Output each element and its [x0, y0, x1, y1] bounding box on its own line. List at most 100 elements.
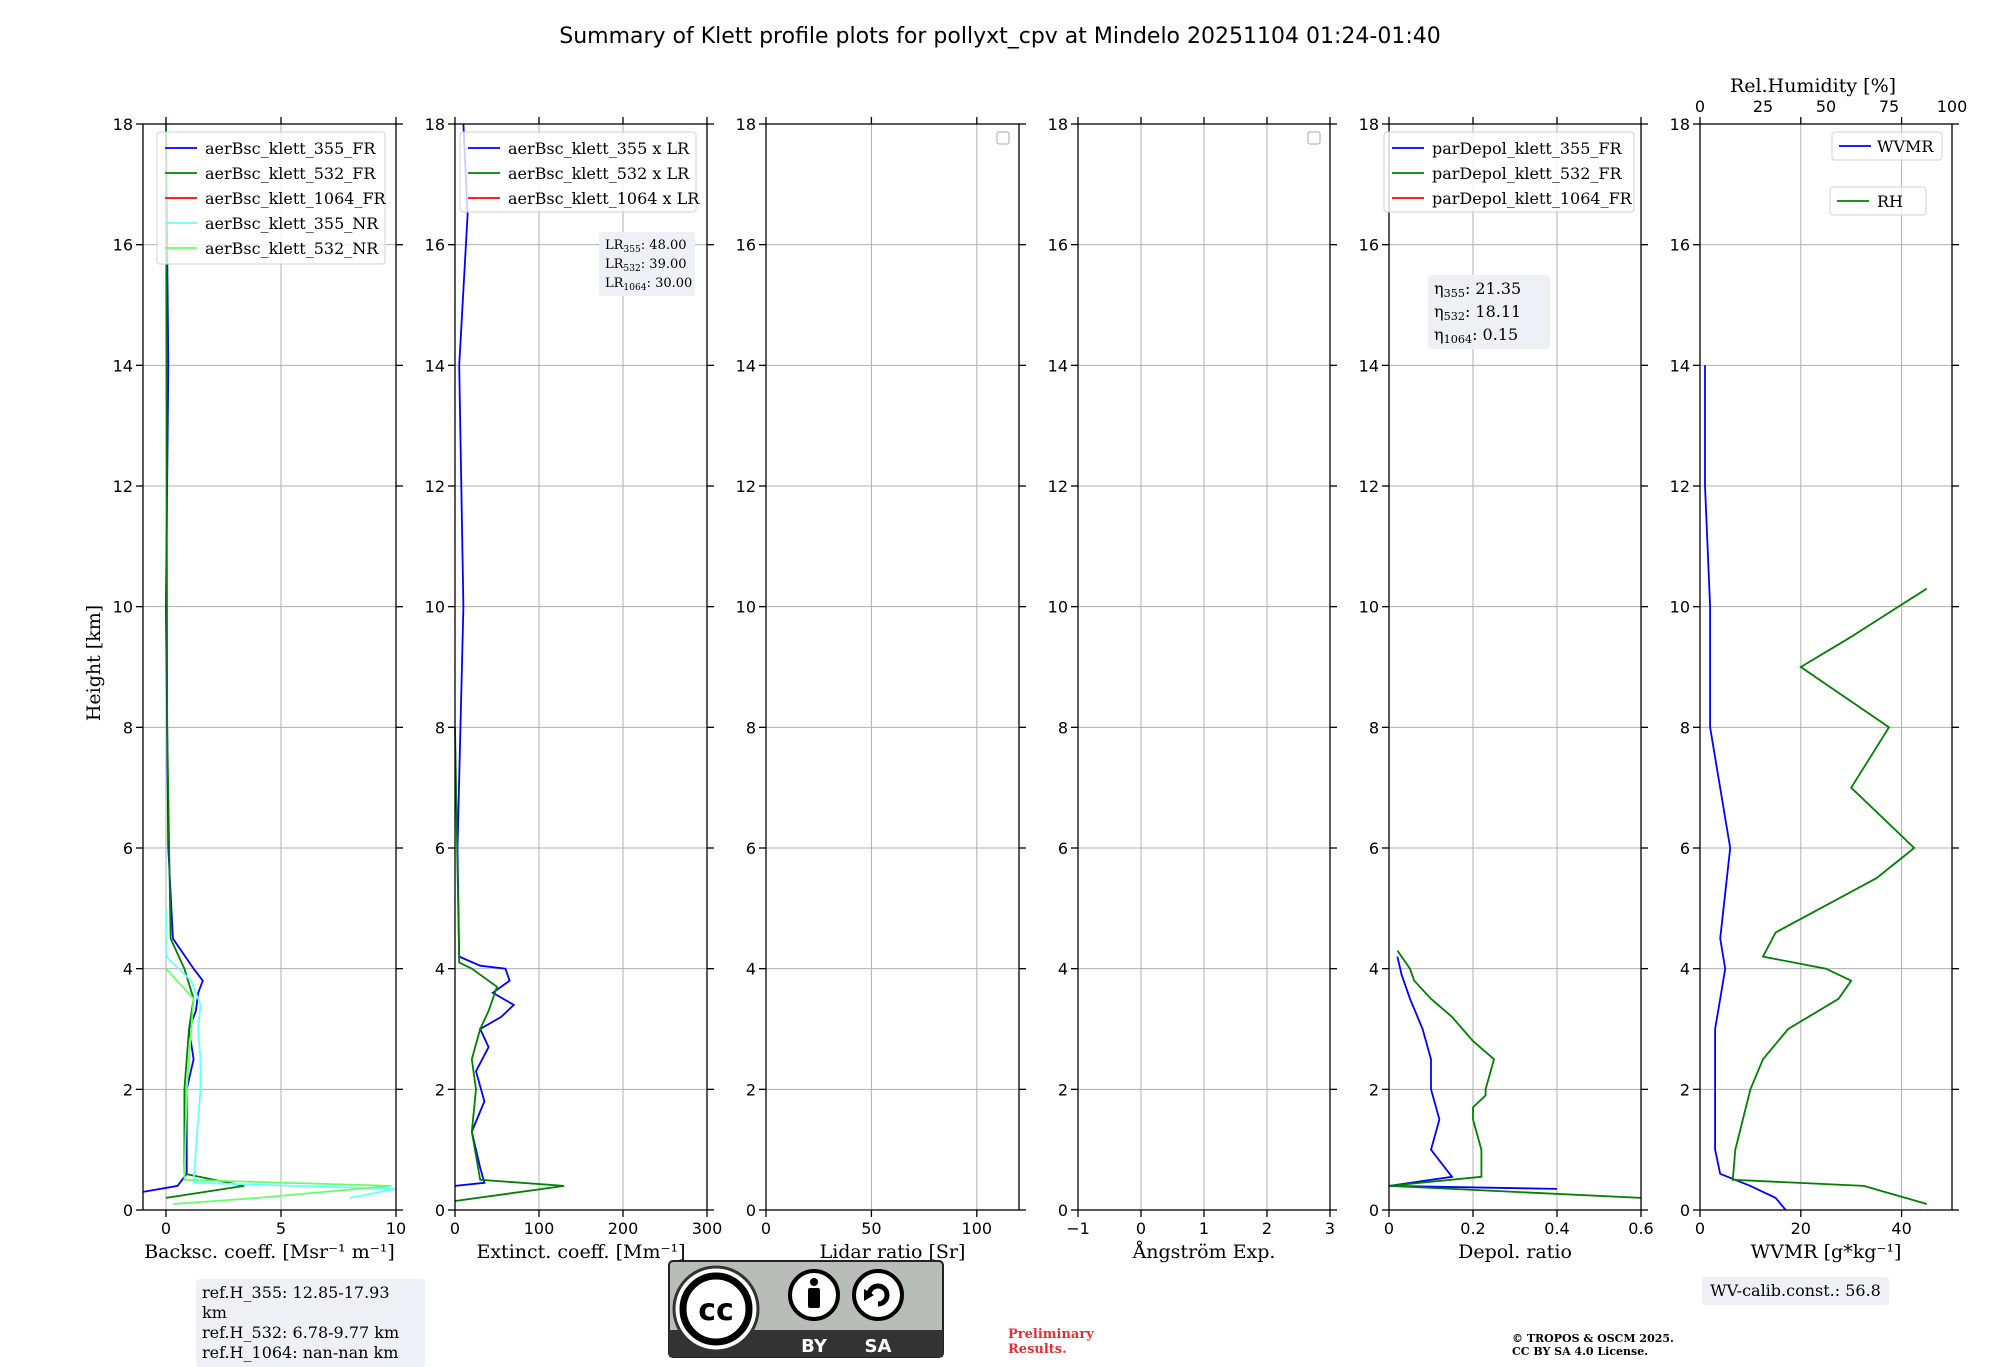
y-tick-label: 10 — [113, 598, 133, 617]
top-axis-label-rh: Rel.Humidity [%] — [1730, 75, 1896, 97]
legend-label: aerBsc_klett_532_NR — [205, 239, 379, 258]
y-tick-label: 10 — [1670, 598, 1690, 617]
legend-box — [1383, 131, 1635, 213]
y-tick-label: 18 — [1359, 115, 1379, 134]
y-tick-label: 16 — [1359, 236, 1379, 255]
legend-label: aerBsc_klett_355_NR — [205, 214, 379, 233]
x-axis-label: Depol. ratio — [1458, 1241, 1572, 1263]
legend-box-rh — [1829, 186, 1927, 216]
top-x-tick-label: 0 — [1695, 97, 1705, 116]
panel-1: 0 2 4 6 8 10 12 14 16 18 0 5 10 Backsc. coeff. [Msr⁻¹… — [113, 115, 407, 1263]
legend-label: aerBsc_klett_1064 x LR — [508, 189, 700, 208]
lidar-ratio-label: LR355: 48.00 — [605, 238, 687, 255]
plot-frame — [765, 123, 1020, 1211]
copyright-line-2: CC BY SA 4.0 License. — [1512, 1345, 1649, 1358]
series-line-parDepol_klett_532_FR — [1388, 950, 1642, 1199]
y-tick-label: 14 — [1670, 356, 1690, 375]
share-alike-arrow — [866, 1283, 890, 1307]
preliminary-line-1: Preliminary — [1008, 1327, 1094, 1342]
y-tick-label: 10 — [1048, 598, 1068, 617]
y-tick-label: 2 — [1058, 1080, 1068, 1099]
y-tick-label: 4 — [1369, 960, 1379, 979]
x-axis-label: Extinct. coeff. [Mm⁻¹] — [476, 1241, 685, 1263]
y-tick-label: 2 — [1369, 1080, 1379, 1099]
y-tick-label: 12 — [1048, 477, 1068, 496]
y-tick-label: 8 — [435, 718, 445, 737]
y-tick-label: 0 — [123, 1201, 133, 1220]
legend-box — [459, 131, 697, 213]
legend-label: RH — [1877, 192, 1903, 211]
y-tick-label: 6 — [1680, 839, 1690, 858]
legend-label: aerBsc_klett_532_FR — [205, 164, 376, 183]
y-tick-label: 0 — [435, 1201, 445, 1220]
y-tick-label: 8 — [1369, 718, 1379, 737]
y-tick-label: 10 — [736, 598, 756, 617]
y-tick-label: 12 — [1670, 477, 1690, 496]
y-tick-label: 8 — [746, 718, 756, 737]
legend-label: aerBsc_klett_532 x LR — [508, 164, 690, 183]
y-tick-label: 4 — [1680, 960, 1690, 979]
by-text: BY — [801, 1336, 828, 1357]
series-line-WVMR — [1704, 365, 1787, 1211]
series-line-aerBsc_klett_355_NR — [165, 908, 397, 1199]
attribution-head — [810, 1278, 818, 1286]
cc-by-sa-logo: cc BY SA — [668, 1260, 944, 1358]
panel-2: 0 2 4 6 8 10 12 14 16 18 0 100 200 300 Extinct. coeff.… — [425, 115, 723, 1263]
eta-label: η532: 18.11 — [1434, 302, 1521, 323]
y-tick-label: 12 — [113, 477, 133, 496]
y-tick-label: 6 — [1369, 839, 1379, 858]
preliminary-line-2: Results. — [1008, 1342, 1067, 1357]
panel-6: 0 2 4 6 8 10 12 14 16 18 0 20 40 WVMR [g*kg⁻¹] 0 25 50 75… — [1670, 97, 1968, 1263]
legend-label: parDepol_klett_355_FR — [1432, 139, 1623, 158]
copyright-note: © TROPOS & OSCM 2025. CC BY SA 4.0 Licen… — [1512, 1332, 1674, 1358]
y-tick-label: 12 — [1359, 477, 1379, 496]
x-tick-label: 2 — [1262, 1219, 1272, 1238]
x-tick-label: 20 — [1791, 1219, 1811, 1238]
top-x-tick-label: 75 — [1879, 97, 1899, 116]
y-tick-label: 12 — [425, 477, 445, 496]
legend-label: parDepol_klett_532_FR — [1432, 164, 1623, 183]
y-tick-label: 10 — [1359, 598, 1379, 617]
y-tick-label: 4 — [1058, 960, 1068, 979]
legend-box-wvmr — [1831, 131, 1943, 161]
x-tick-label: 0 — [450, 1219, 460, 1238]
top-x-tick-label: 25 — [1753, 97, 1773, 116]
x-axis-label: Ångström Exp. — [1132, 1241, 1276, 1263]
top-x-tick-label: 50 — [1816, 97, 1836, 116]
x-axis-label: Backsc. coeff. [Msr⁻¹ m⁻¹] — [144, 1241, 395, 1263]
plot-frame — [1388, 123, 1642, 1211]
x-tick-label: −1 — [1066, 1219, 1090, 1238]
y-tick-label: 16 — [1048, 236, 1068, 255]
x-tick-label: 0 — [761, 1219, 771, 1238]
legend-label: aerBsc_klett_1064_FR — [205, 189, 387, 208]
x-tick-label: 5 — [276, 1219, 286, 1238]
y-tick-label: 16 — [1670, 236, 1690, 255]
x-tick-label: 3 — [1325, 1219, 1335, 1238]
eta-label: η1064: 0.15 — [1434, 325, 1518, 346]
y-tick-label: 4 — [123, 960, 133, 979]
top-x-tick-label: 100 — [1937, 97, 1968, 116]
sa-text: SA — [865, 1336, 892, 1357]
y-tick-label: 0 — [1058, 1201, 1068, 1220]
legend-label: parDepol_klett_1064_FR — [1432, 189, 1633, 208]
share-alike-arrowhead — [864, 1289, 874, 1301]
legend-label: aerBsc_klett_355_FR — [205, 139, 376, 158]
plot-frame — [142, 123, 397, 1211]
y-tick-label: 18 — [113, 115, 133, 134]
y-tick-label: 2 — [1680, 1080, 1690, 1099]
x-tick-label: 100 — [962, 1219, 993, 1238]
series-line-aerBsc_klett_355_FR — [142, 123, 204, 1193]
series-line-aerBsc_klett_532_NR — [165, 968, 392, 1205]
x-tick-label: 0.2 — [1460, 1219, 1485, 1238]
y-tick-label: 0 — [1369, 1201, 1379, 1220]
reference-heights-box: ref.H_355: 12.85-17.93 km ref.H_532: 6.7… — [196, 1279, 425, 1367]
y-axis-label: Height [km] — [83, 605, 105, 721]
y-tick-label: 12 — [736, 477, 756, 496]
y-tick-label: 10 — [425, 598, 445, 617]
y-tick-label: 6 — [746, 839, 756, 858]
y-tick-label: 16 — [425, 236, 445, 255]
series-line-aerBsc_klett_532_FR — [165, 123, 245, 1199]
x-tick-label: 100 — [524, 1219, 555, 1238]
lidar-ratio-box — [599, 232, 695, 296]
